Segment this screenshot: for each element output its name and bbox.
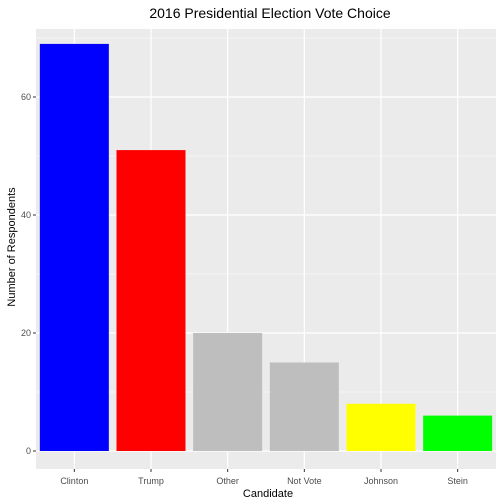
bar-not-vote [269,362,339,451]
x-tick-label: Stein [447,476,468,486]
bar-stein [423,415,493,451]
y-tick-label: 20 [21,328,31,338]
bar-clinton [39,43,109,452]
plot-panel [36,29,496,469]
x-tick-label: Johnson [364,476,398,486]
x-axis-ticks: Clinton Trump Other Not Vote Johnson Stein [60,469,468,486]
chart-title: 2016 Presidential Election Vote Choice [149,5,390,21]
y-tick-label: 40 [21,210,31,220]
y-tick-label: 60 [21,92,31,102]
x-tick-label: Clinton [60,476,88,486]
bar-trump [116,150,186,451]
y-axis-title: Number of Respondents [6,187,18,307]
x-axis-title: Candidate [243,488,293,500]
y-axis-ticks: 0 20 40 60 [21,92,36,456]
x-tick-label: Other [216,476,239,486]
x-tick-label: Not Vote [287,476,322,486]
bar-johnson [346,403,416,451]
bars [39,43,493,452]
bar-other [193,333,263,451]
y-tick-label: 0 [26,446,31,456]
x-tick-label: Trump [138,476,164,486]
